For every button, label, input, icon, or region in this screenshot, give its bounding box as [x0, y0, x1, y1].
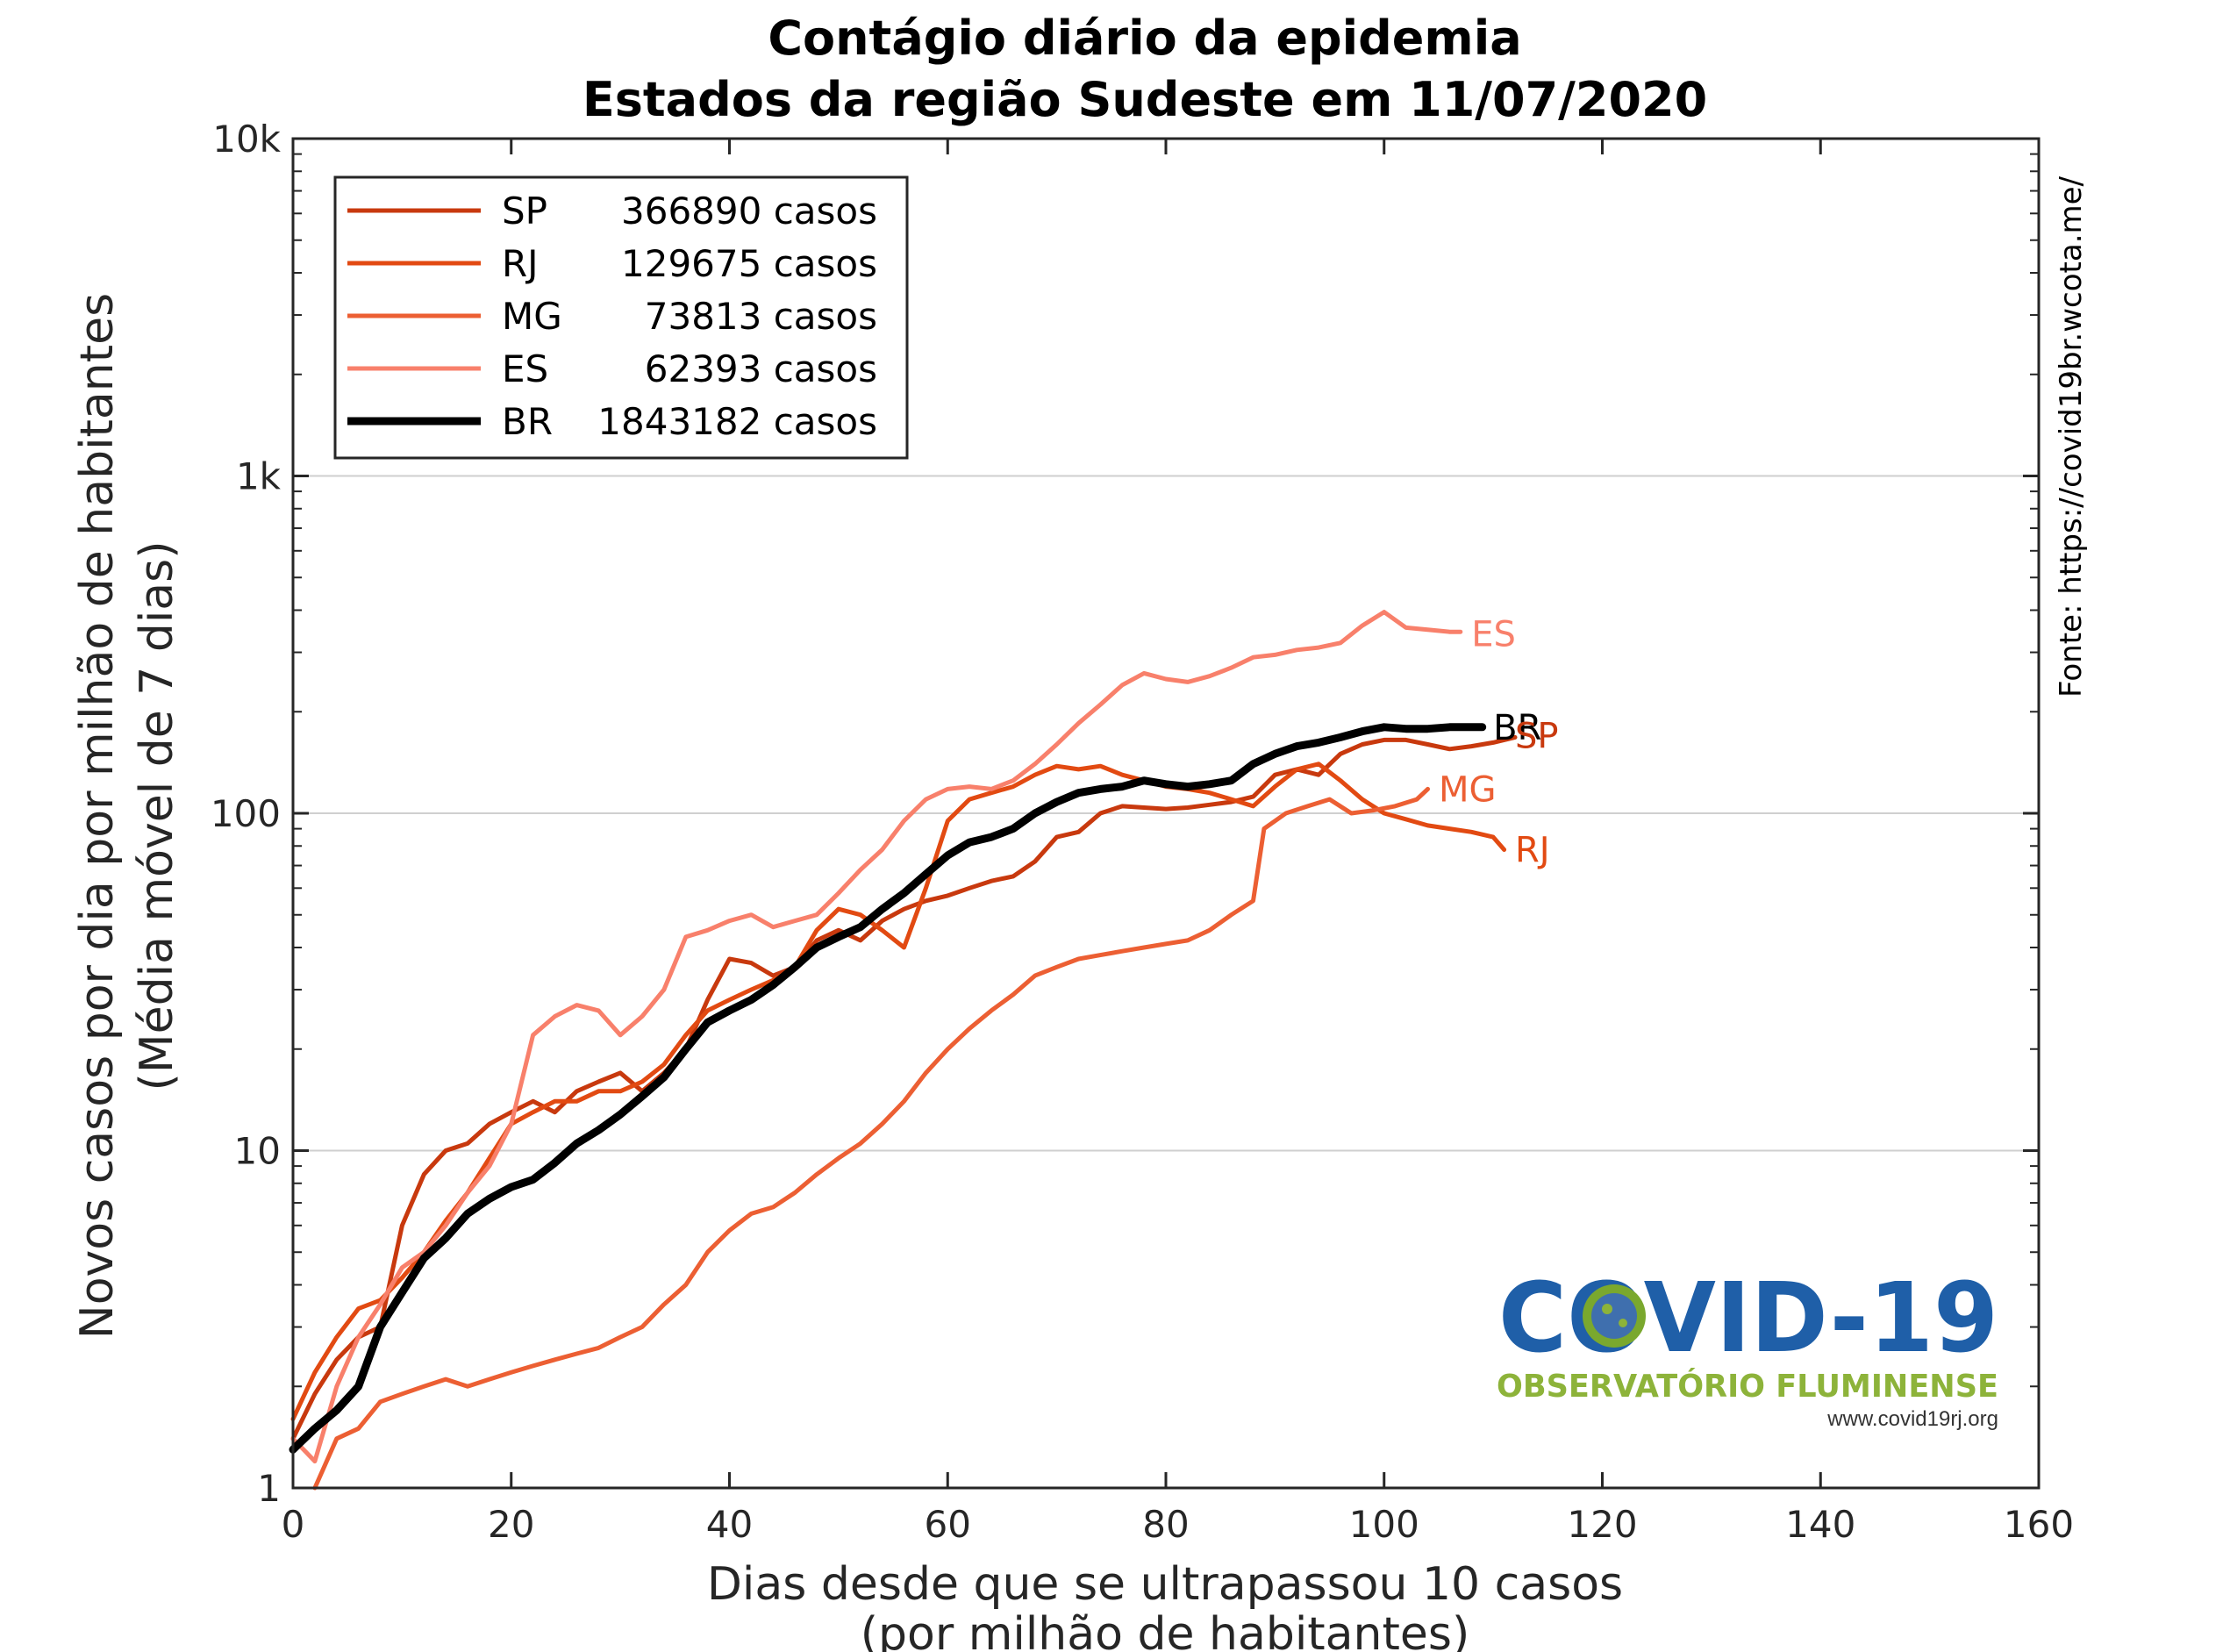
- end-label-rj: RJ: [1515, 830, 1550, 870]
- y-axis-label-line-1: Novos casos por dia por milhão de habita…: [71, 293, 124, 1339]
- chart-title-line-2: Estados da região Sudeste em 11/07/2020: [583, 72, 1707, 127]
- x-tick-label: 20: [488, 1503, 534, 1546]
- x-axis-ticks: 0 20 40 60 80 100 120 140 160: [282, 139, 2074, 1546]
- y-tick-label: 1k: [236, 455, 282, 498]
- y-tick-label: 10: [234, 1130, 281, 1173]
- x-tick-label: 160: [2004, 1503, 2074, 1546]
- series-line-mg: [312, 786, 1430, 1491]
- series-line-sp: [290, 734, 1518, 1441]
- end-label-mg: MG: [1439, 769, 1497, 810]
- x-tick-label: 120: [1567, 1503, 1637, 1546]
- legend-cases-sp: 366890 casos: [621, 190, 877, 232]
- gridlines: [293, 475, 2039, 1152]
- x-axis-label-line-2: (por milhão de habitantes): [861, 1608, 1470, 1652]
- legend-name-mg: MG: [502, 295, 562, 338]
- x-tick-label: 140: [1785, 1503, 1855, 1546]
- y-tick-label: 1: [257, 1467, 281, 1510]
- end-label-br: BR: [1493, 708, 1541, 748]
- source-note: Fonte: https://covid19br.wcota.me/: [2054, 175, 2089, 697]
- virus-icon: [1583, 1284, 1646, 1348]
- chart-title-line-1: Contágio diário da epidemia: [768, 11, 1521, 66]
- x-tick-label: 60: [925, 1503, 971, 1546]
- y-axis-label-line-2: (Média móvel de 7 dias): [131, 540, 183, 1091]
- series-line-br: [289, 723, 1487, 1454]
- x-tick-label: 0: [282, 1503, 305, 1546]
- legend-cases-rj: 129675 casos: [621, 242, 877, 285]
- x-axis-label-line-1: Dias desde que se ultrapassou 10 casos: [707, 1558, 1623, 1611]
- covid19-logo: COVID-19 OBSERVATÓRIO FLUMINENSE www.cov…: [1497, 1262, 1998, 1431]
- logo-url: www.covid19rj.org: [1826, 1407, 1998, 1431]
- legend: SP 366890 casos RJ 129675 casos MG 73813 caso…: [333, 175, 909, 460]
- end-label-es: ES: [1471, 615, 1516, 655]
- minor-ticks: [293, 153, 2039, 1388]
- legend-cases-es: 62393 casos: [645, 347, 877, 390]
- x-tick-label: 40: [706, 1503, 753, 1546]
- legend-cases-br: 1843182 casos: [597, 400, 877, 443]
- legend-name-rj: RJ: [502, 242, 539, 285]
- x-tick-label: 100: [1349, 1503, 1419, 1546]
- legend-name-es: ES: [502, 347, 548, 390]
- y-tick-label: 100: [211, 792, 281, 835]
- legend-name-sp: SP: [502, 190, 547, 232]
- legend-name-br: BR: [502, 400, 553, 443]
- y-axis-ticks: 1 10 100 1k 10k: [211, 118, 2039, 1510]
- logo-title: COVID-19: [1498, 1262, 1998, 1374]
- end-label-sp: SP: [1515, 716, 1559, 756]
- series-lines: [289, 610, 1518, 1491]
- series-line-rj: [290, 762, 1507, 1421]
- logo-subtitle: OBSERVATÓRIO FLUMINENSE: [1497, 1368, 1998, 1405]
- legend-cases-mg: 73813 casos: [645, 295, 877, 338]
- series-line-es: [290, 610, 1463, 1464]
- x-tick-label: 80: [1142, 1503, 1189, 1546]
- y-tick-label: 10k: [212, 118, 281, 161]
